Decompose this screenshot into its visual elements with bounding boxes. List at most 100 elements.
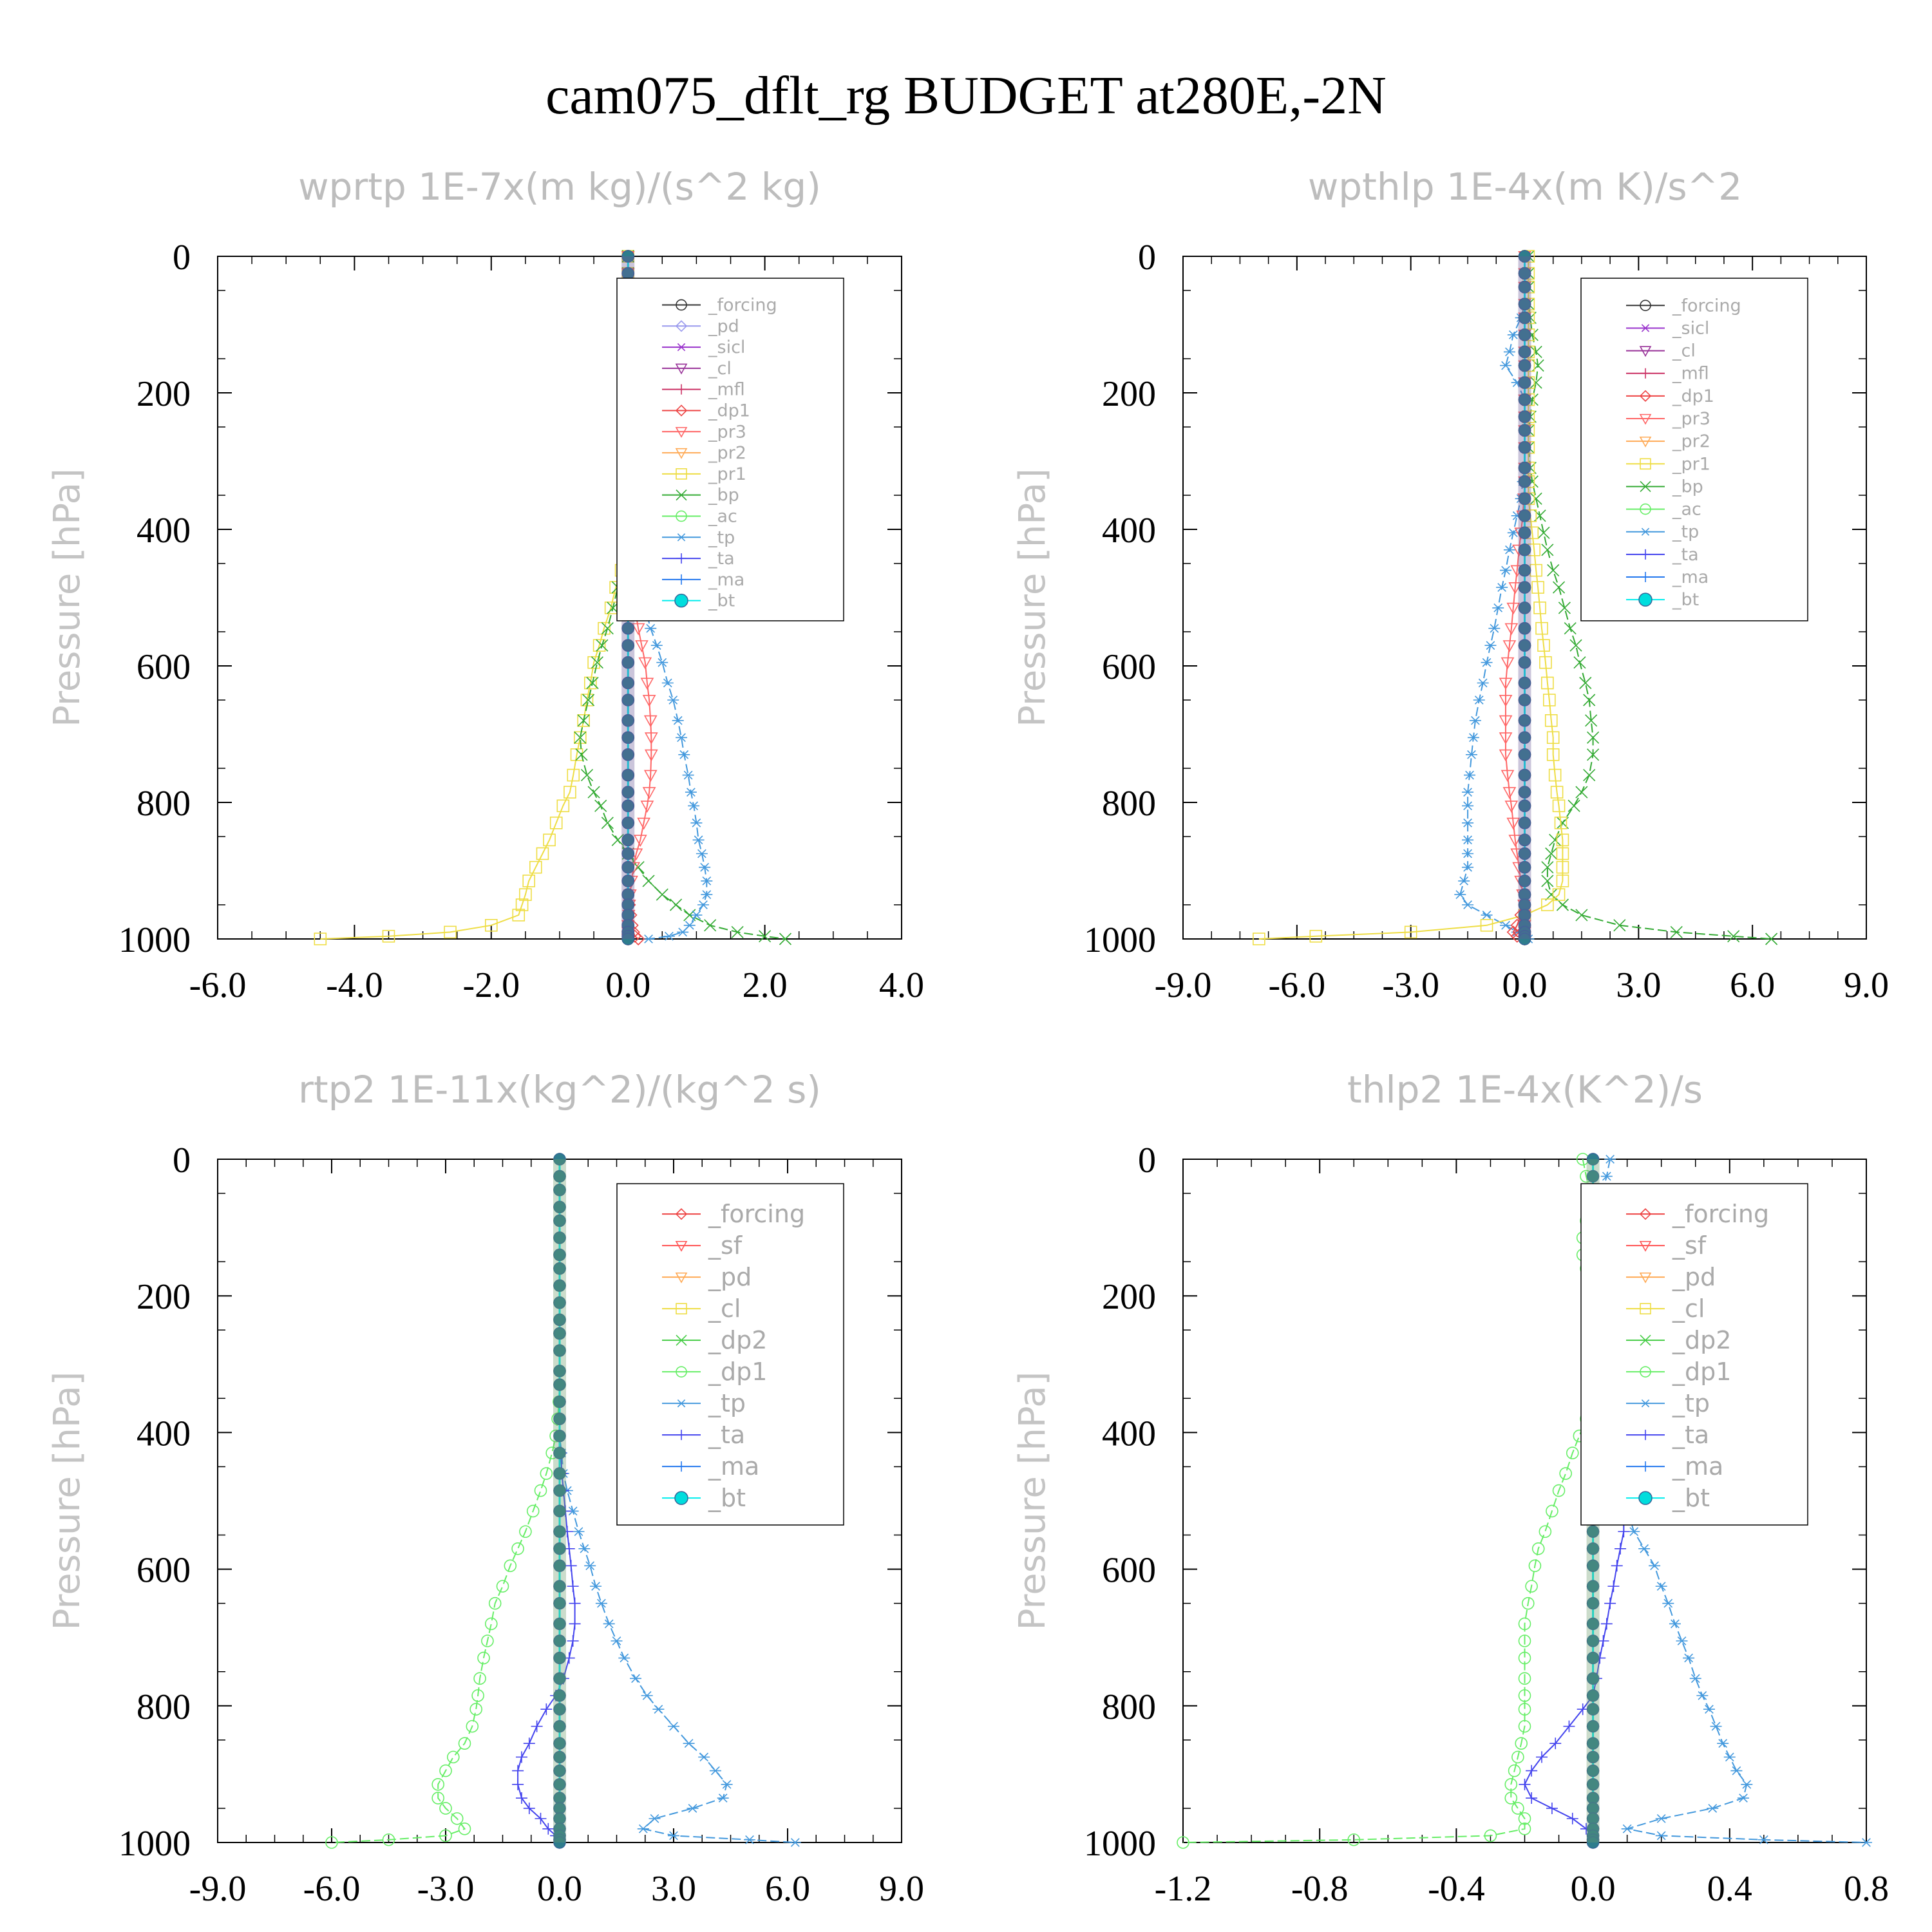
y-tick-label: 600 xyxy=(1102,647,1156,687)
data-point xyxy=(1530,376,1542,389)
data-point xyxy=(1347,1833,1361,1846)
data-point xyxy=(1717,1739,1729,1748)
data-point xyxy=(1518,1812,1531,1825)
data-point xyxy=(1683,1653,1695,1663)
data-point xyxy=(496,1580,509,1593)
data-point xyxy=(631,623,645,636)
legend-label-dp2: _dp2 xyxy=(1672,1326,1731,1354)
data-point xyxy=(1518,1651,1531,1665)
data-point xyxy=(630,1674,641,1683)
data-point xyxy=(1518,393,1531,406)
data-point xyxy=(1518,461,1531,475)
data-point xyxy=(1586,1672,1600,1685)
data-point xyxy=(1500,361,1512,370)
y-tick-label: 200 xyxy=(1102,374,1156,414)
x-tick-label: -1.2 xyxy=(1155,1869,1212,1909)
data-point xyxy=(621,799,634,813)
data-point xyxy=(439,1764,452,1777)
data-point xyxy=(515,898,529,911)
data-point xyxy=(1458,876,1470,886)
data-point xyxy=(759,930,772,943)
legend-label-tp: _tp xyxy=(1672,1389,1710,1417)
data-point xyxy=(1518,328,1531,341)
x-tick-label: 0.0 xyxy=(605,965,650,1005)
data-point xyxy=(1537,639,1550,652)
data-point xyxy=(621,786,634,799)
data-point xyxy=(643,715,658,728)
data-point xyxy=(1518,860,1531,874)
data-point xyxy=(529,860,542,874)
data-point xyxy=(683,1739,695,1748)
data-point xyxy=(1621,1824,1633,1833)
data-point xyxy=(618,1653,630,1663)
y-tick-label: 400 xyxy=(137,511,191,551)
data-point xyxy=(1531,581,1544,594)
data-point xyxy=(621,656,634,669)
legend-marker xyxy=(1640,572,1651,583)
data-point xyxy=(1556,860,1569,874)
data-point xyxy=(1607,1580,1620,1593)
data-point xyxy=(553,1634,566,1647)
data-point xyxy=(1546,731,1560,744)
data-point xyxy=(553,1525,566,1538)
data-point xyxy=(512,909,526,922)
data-point xyxy=(1501,657,1515,670)
data-point xyxy=(1462,801,1474,811)
data-point xyxy=(1518,786,1531,799)
data-point xyxy=(553,1703,566,1716)
legend-marker xyxy=(676,1461,687,1472)
data-point xyxy=(1518,639,1531,652)
data-point xyxy=(1504,1792,1518,1804)
legend-marker xyxy=(1640,324,1651,332)
x-tick-label: 9.0 xyxy=(879,1869,924,1909)
data-point xyxy=(1530,492,1542,505)
data-point xyxy=(598,621,611,635)
legend-marker xyxy=(1640,1366,1651,1378)
y-tick-label: 0 xyxy=(173,238,191,278)
y-tick-label: 600 xyxy=(1102,1551,1156,1591)
y-tick-label: 800 xyxy=(137,784,191,824)
data-point xyxy=(1518,799,1531,813)
zero-terms-band xyxy=(553,1159,566,1842)
data-point xyxy=(1554,817,1567,829)
legend-marker xyxy=(1640,1399,1651,1408)
data-point xyxy=(1499,695,1513,707)
x-tick-label: 6.0 xyxy=(1730,965,1775,1005)
legend-marker xyxy=(676,510,687,522)
y-tick-label: 800 xyxy=(1102,784,1156,824)
data-point xyxy=(652,1705,665,1714)
x-tick-label: 0.0 xyxy=(1502,965,1548,1005)
data-point xyxy=(1567,799,1580,812)
data-point xyxy=(685,788,697,797)
data-point xyxy=(477,1651,490,1665)
data-point xyxy=(1549,1738,1562,1750)
data-point xyxy=(1504,623,1519,636)
data-point xyxy=(1649,1561,1661,1571)
data-point xyxy=(444,925,457,939)
data-point xyxy=(1464,770,1476,780)
x-tick-label: 2.0 xyxy=(743,965,788,1005)
data-point xyxy=(1518,656,1531,669)
data-point xyxy=(594,799,607,812)
x-tick-label: -3.0 xyxy=(417,1869,475,1909)
data-point xyxy=(656,658,668,667)
data-point xyxy=(1492,603,1504,612)
data-point xyxy=(1556,833,1569,847)
data-point xyxy=(1723,1752,1736,1762)
data-point xyxy=(553,1200,566,1214)
legend-label-bt: _bt xyxy=(708,1484,746,1512)
series-line xyxy=(517,1159,576,1842)
data-point xyxy=(325,1836,338,1849)
data-point xyxy=(469,1703,483,1716)
data-point xyxy=(516,1751,527,1763)
data-point xyxy=(481,1634,494,1647)
data-point xyxy=(1481,911,1493,920)
data-point xyxy=(1518,817,1531,829)
legend-label-tp: _tp xyxy=(708,1389,746,1417)
legend-marker xyxy=(675,320,688,332)
data-point xyxy=(504,1559,517,1573)
data-point xyxy=(1518,475,1531,488)
data-point xyxy=(1508,835,1522,847)
data-point xyxy=(1586,1836,1600,1849)
